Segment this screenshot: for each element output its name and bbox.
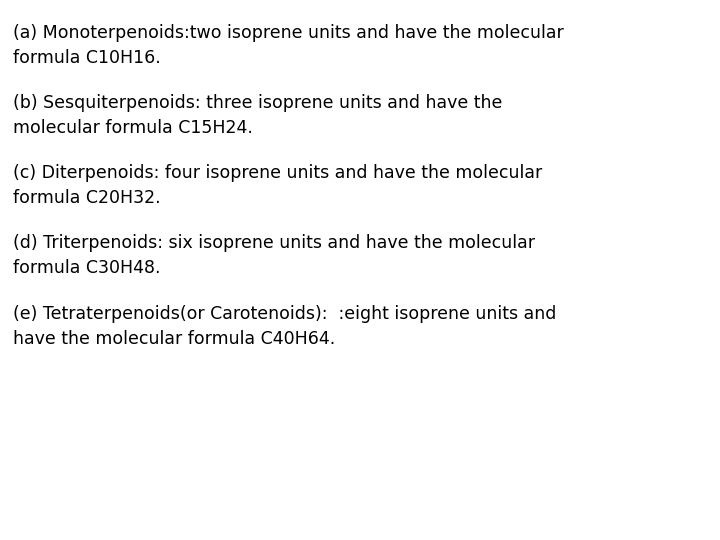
Text: (a) Monoterpenoids:two isoprene units and have the molecular
formula C10H16.: (a) Monoterpenoids:two isoprene units an… bbox=[13, 24, 564, 67]
Text: (d) Triterpenoids: six isoprene units and have the molecular
formula C30H48.: (d) Triterpenoids: six isoprene units an… bbox=[13, 234, 535, 278]
Text: (e) Tetraterpenoids(or Carotenoids):  :eight isoprene units and
have the molecul: (e) Tetraterpenoids(or Carotenoids): :ei… bbox=[13, 305, 557, 348]
Text: (c) Diterpenoids: four isoprene units and have the molecular
formula C20H32.: (c) Diterpenoids: four isoprene units an… bbox=[13, 164, 542, 207]
Text: (b) Sesquiterpenoids: three isoprene units and have the
molecular formula C15H24: (b) Sesquiterpenoids: three isoprene uni… bbox=[13, 94, 503, 137]
